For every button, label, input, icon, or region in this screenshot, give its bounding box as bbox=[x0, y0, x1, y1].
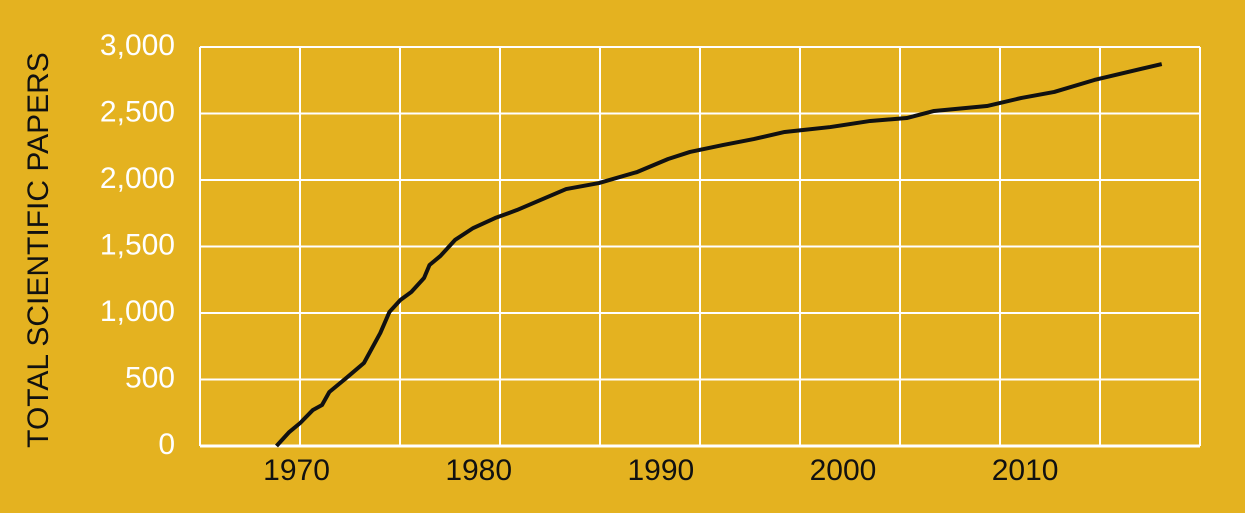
y-tick-label: 0 bbox=[158, 428, 175, 461]
y-axis-title: TOTAL SCIENTIFIC PAPERS bbox=[22, 52, 55, 448]
y-tick-label: 1,000 bbox=[100, 295, 175, 328]
y-tick-label: 2,000 bbox=[100, 162, 175, 195]
x-tick-label: 2000 bbox=[810, 454, 877, 487]
x-tick-label: 2010 bbox=[992, 454, 1059, 487]
x-tick-label: 1970 bbox=[263, 454, 330, 487]
y-tick-label: 500 bbox=[125, 361, 175, 394]
y-tick-label: 2,500 bbox=[100, 95, 175, 128]
y-tick-label: 3,000 bbox=[100, 29, 175, 62]
line bbox=[275, 62, 1163, 448]
y-tick-label: 1,500 bbox=[100, 228, 175, 261]
x-tick-label: 1990 bbox=[627, 454, 694, 487]
x-tick-label: 1980 bbox=[445, 454, 512, 487]
